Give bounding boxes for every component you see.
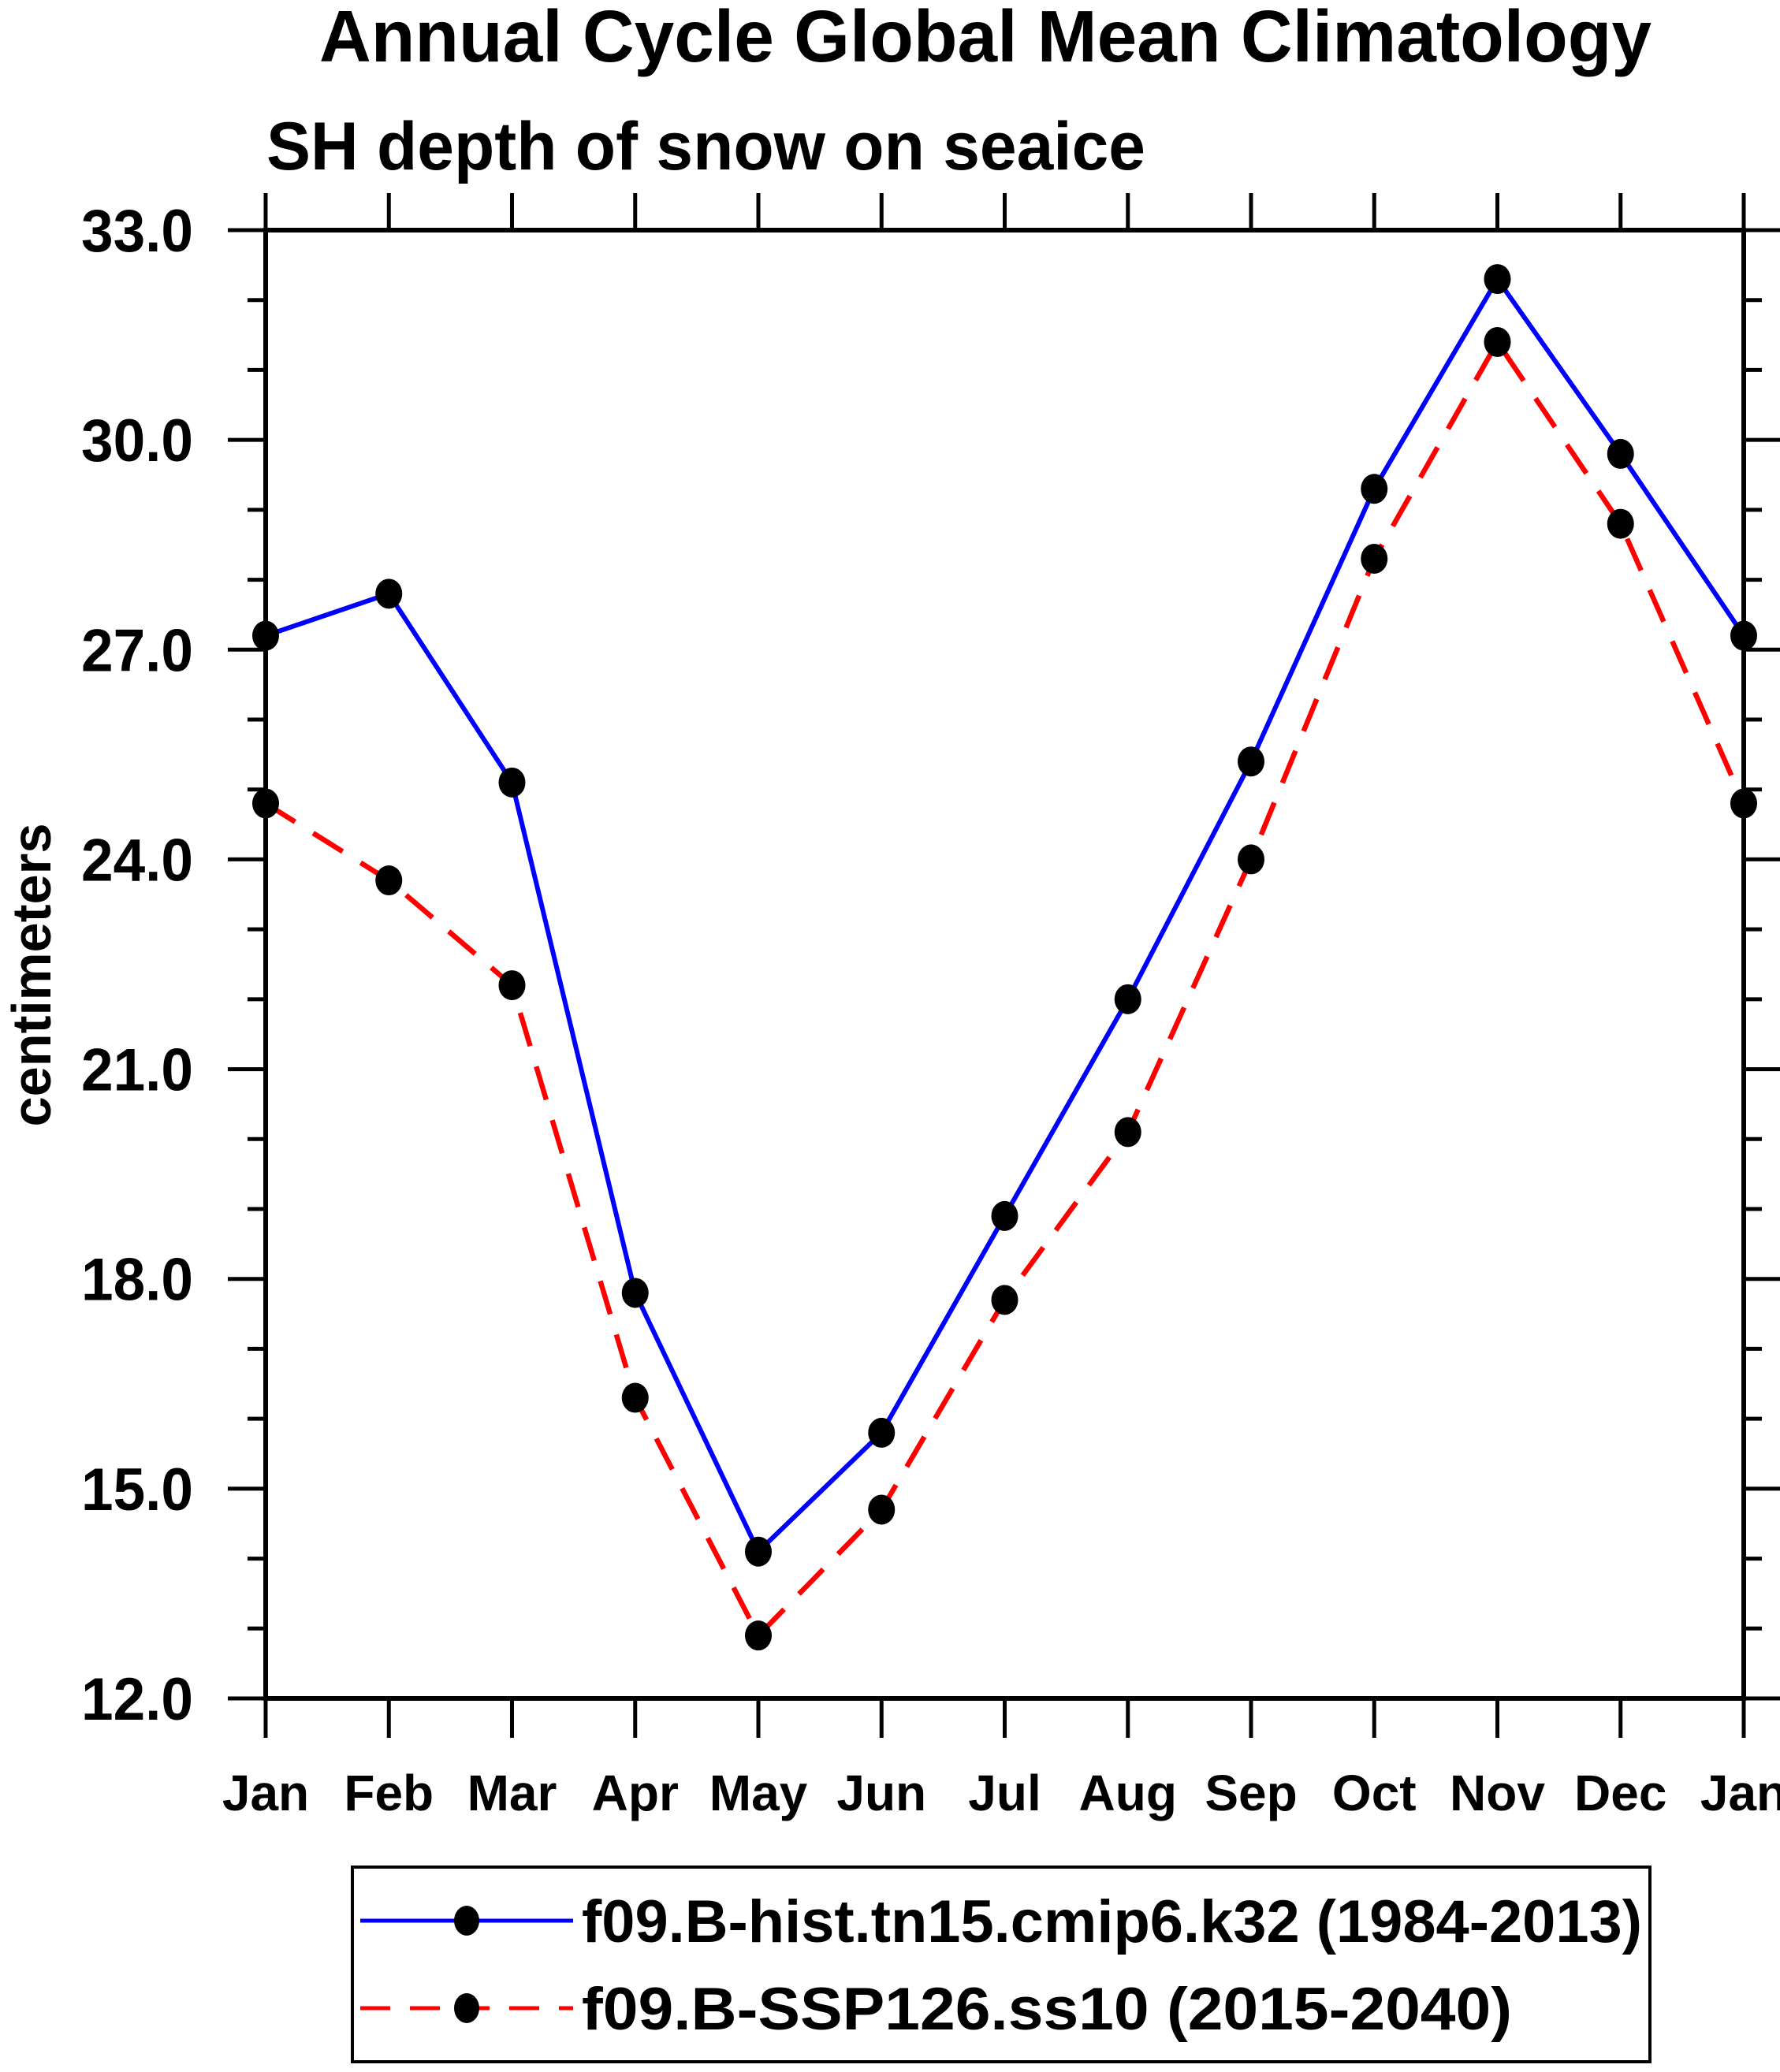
data-marker-s0-jan bbox=[1730, 620, 1757, 651]
data-marker-s1-jun bbox=[868, 1494, 896, 1525]
x-tick-label-month: Apr bbox=[592, 1765, 679, 1821]
x-tick-label-month: Jul bbox=[968, 1765, 1041, 1821]
y-tick-label: 21.0 bbox=[81, 1037, 193, 1104]
data-marker-s0-jun bbox=[868, 1417, 896, 1448]
y-tick-label: 18.0 bbox=[81, 1247, 193, 1314]
legend-box bbox=[351, 1866, 1652, 2063]
data-marker-s0-jan bbox=[252, 620, 279, 651]
y-tick-label: 24.0 bbox=[81, 827, 193, 894]
x-tick-label-month: Jun bbox=[836, 1765, 926, 1821]
data-marker-s0-feb bbox=[375, 578, 403, 609]
data-marker-s1-aug bbox=[1114, 1117, 1141, 1148]
plot-frame bbox=[263, 228, 1746, 1701]
legend: f09.B-hist.tn15.cmip6.k32 (1984-2013) f0… bbox=[351, 1866, 1652, 2063]
legend-marker-ssp126 bbox=[454, 1993, 479, 2023]
axes-layer: 12.0 15.0 18.0 21.0 24.0 27.0 30.0 33.0 Jan Feb Ma… bbox=[81, 193, 1780, 1821]
x-tick-label-month: May bbox=[709, 1765, 808, 1821]
x-tick-label-month: Mar bbox=[467, 1765, 557, 1821]
series-line-0 bbox=[265, 274, 1746, 1556]
legend-marker-hist bbox=[454, 1906, 479, 1936]
data-marker-s0-aug bbox=[1114, 984, 1141, 1014]
data-marker-s1-feb bbox=[375, 865, 403, 896]
x-tick-label-month: Nov bbox=[1450, 1765, 1545, 1821]
data-marker-s0-jul bbox=[991, 1200, 1018, 1231]
y-tick-label: 15.0 bbox=[81, 1456, 193, 1523]
data-marker-s0-mar bbox=[498, 767, 526, 798]
data-marker-s1-mar bbox=[498, 970, 526, 1001]
y-tick-label: 12.0 bbox=[81, 1666, 193, 1733]
data-marker-s0-apr bbox=[621, 1278, 649, 1308]
chart-title: Annual Cycle Global Mean Climatology bbox=[319, 0, 1652, 77]
data-marker-s1-jan bbox=[1730, 788, 1757, 819]
y-tick-label: 30.0 bbox=[81, 407, 193, 474]
x-tick-label-month: Feb bbox=[344, 1765, 434, 1821]
data-marker-s0-sep bbox=[1238, 746, 1264, 777]
data-marker-s1-may bbox=[745, 1620, 772, 1651]
y-tick-label: 27.0 bbox=[81, 617, 193, 684]
x-tick-label-month: Dec bbox=[1574, 1765, 1666, 1821]
x-tick-label-month: Jan bbox=[222, 1765, 309, 1821]
x-tick-label-month: Aug bbox=[1079, 1765, 1177, 1821]
data-marker-s1-sep bbox=[1238, 844, 1264, 875]
x-tick-label-month: Sep bbox=[1205, 1765, 1297, 1821]
data-marker-s1-jan bbox=[252, 788, 279, 819]
data-marker-s1-apr bbox=[621, 1382, 649, 1413]
series-line-1 bbox=[264, 337, 1746, 1640]
series-layer bbox=[252, 264, 1757, 1651]
data-marker-s1-jul bbox=[991, 1285, 1018, 1315]
legend-entry-hist: f09.B-hist.tn15.cmip6.k32 (1984-2013) bbox=[360, 1888, 1642, 1955]
y-axis-title: centimeters bbox=[1, 824, 62, 1127]
y-tick-label: 33.0 bbox=[81, 198, 193, 265]
data-marker-s1-dec bbox=[1607, 508, 1634, 539]
x-tick-label-month: Jan bbox=[1700, 1765, 1780, 1821]
legend-label-hist: f09.B-hist.tn15.cmip6.k32 (1984-2013) bbox=[582, 1888, 1642, 1955]
data-marker-s0-may bbox=[745, 1536, 772, 1567]
x-tick-label-month: Oct bbox=[1332, 1765, 1417, 1821]
legend-label-ssp126: f09.B-SSP126.ss10 (2015-2040) bbox=[582, 1976, 1512, 2043]
data-marker-s1-nov bbox=[1484, 326, 1511, 357]
chart-subtitle: SH depth of snow on seaice bbox=[266, 109, 1145, 184]
data-marker-s0-nov bbox=[1484, 264, 1511, 295]
legend-entry-ssp126: f09.B-SSP126.ss10 (2015-2040) bbox=[360, 1976, 1512, 2043]
data-marker-s0-oct bbox=[1361, 474, 1388, 504]
data-marker-s0-dec bbox=[1607, 438, 1634, 469]
data-marker-s1-oct bbox=[1361, 543, 1388, 574]
